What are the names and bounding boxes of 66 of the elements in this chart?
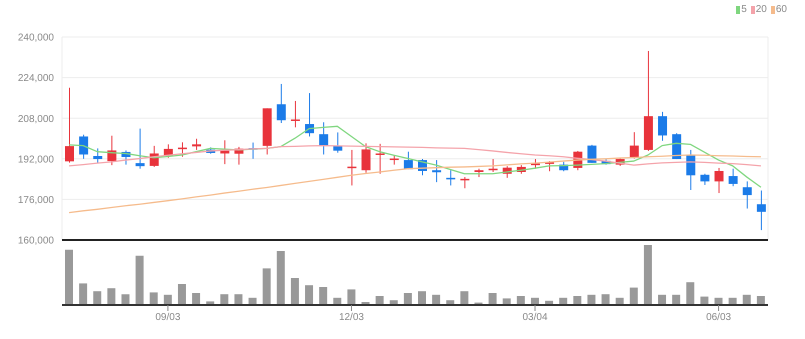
bar xyxy=(418,291,426,305)
bar xyxy=(150,292,158,305)
line-series xyxy=(68,126,762,188)
x-tick-label: 09/03 xyxy=(155,312,181,324)
bar xyxy=(234,294,242,305)
candlestick xyxy=(390,154,399,166)
candlestick xyxy=(700,173,710,186)
x-tick-label: 12/03 xyxy=(338,312,364,324)
bar xyxy=(178,284,186,305)
bar xyxy=(262,268,271,305)
candlestick xyxy=(686,149,696,191)
bar xyxy=(220,294,228,305)
candlestick xyxy=(658,111,668,142)
candlestick xyxy=(488,158,498,172)
bar xyxy=(347,289,356,305)
candlestick xyxy=(93,148,102,164)
candlestick xyxy=(446,170,456,186)
x-tick-label: 06/03 xyxy=(706,312,732,324)
legend-label: 5 xyxy=(741,4,747,15)
bar xyxy=(319,287,328,305)
bar xyxy=(107,288,116,305)
bar xyxy=(79,283,88,305)
bar xyxy=(460,291,468,305)
candlestick xyxy=(630,132,639,160)
bar xyxy=(136,256,144,305)
candlestick xyxy=(432,160,442,183)
bar xyxy=(644,245,652,305)
candlestick xyxy=(728,168,738,187)
bar xyxy=(276,251,285,305)
candlestick xyxy=(65,87,74,164)
candlestick xyxy=(192,138,202,150)
legend-label: 60 xyxy=(776,4,787,15)
candlestick xyxy=(587,144,596,164)
bar xyxy=(192,293,200,305)
candlestick xyxy=(290,100,300,128)
bar xyxy=(65,250,73,305)
y-tick-label: 176,000 xyxy=(18,194,54,206)
candlestick xyxy=(220,140,230,165)
y-tick-label: 192,000 xyxy=(18,154,54,166)
candlestick xyxy=(178,142,187,158)
y-tick-label: 160,000 xyxy=(18,236,54,247)
candlestick xyxy=(136,128,145,170)
candlestick xyxy=(714,167,724,194)
bar xyxy=(602,294,610,305)
candlestick xyxy=(319,122,328,155)
bar xyxy=(630,288,638,305)
y-tick-label: 208,000 xyxy=(18,114,54,125)
candlestick xyxy=(756,190,766,231)
bar xyxy=(686,282,694,305)
x-tick-label: 03/04 xyxy=(522,312,548,324)
bar xyxy=(404,293,412,305)
bar xyxy=(121,294,130,305)
candlestick xyxy=(460,176,470,189)
bar xyxy=(290,278,299,305)
y-tick-label: 240,000 xyxy=(18,32,54,44)
bar xyxy=(93,291,102,305)
legend-label: 20 xyxy=(756,4,767,15)
y-tick-label: 224,000 xyxy=(18,73,54,84)
candlestick xyxy=(276,83,286,124)
candlestick xyxy=(362,142,371,174)
candlestick xyxy=(376,143,385,174)
bar xyxy=(488,293,497,305)
bar xyxy=(305,285,314,305)
candlestick xyxy=(79,134,88,160)
candlestick xyxy=(347,149,356,186)
candlestick xyxy=(742,180,752,210)
